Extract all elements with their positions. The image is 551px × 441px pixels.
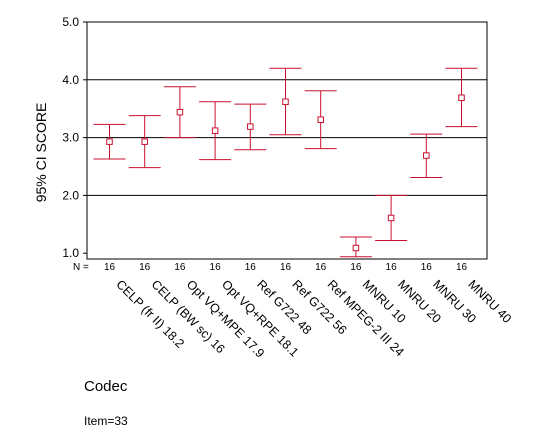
n-row-label: N =	[73, 262, 89, 273]
n-count: 16	[421, 262, 433, 273]
x-axis-label: Codec	[84, 378, 128, 395]
n-count: 16	[386, 262, 398, 273]
error-bar	[410, 133, 443, 178]
n-count: 16	[139, 262, 151, 273]
mean-marker	[423, 152, 430, 159]
y-axis-ticks: 1.0 2.0 3.0 4.0 5.0	[62, 15, 87, 260]
n-count: 16	[280, 262, 292, 273]
mean-marker	[176, 108, 184, 116]
y-tick-label: 5.0	[62, 15, 79, 29]
n-count: 16	[350, 262, 362, 273]
y-axis-label: 95% CI SCORE	[33, 103, 49, 203]
error-bar	[93, 123, 126, 160]
mean-marker	[141, 138, 148, 145]
error-bar	[199, 101, 232, 161]
plot-area-frame	[86, 21, 488, 260]
error-bar	[128, 115, 161, 169]
error-bar	[339, 236, 372, 258]
n-count: 16	[104, 262, 116, 273]
n-count: 16	[245, 262, 257, 273]
y-tick-label: 4.0	[62, 73, 79, 87]
mean-marker	[211, 127, 219, 134]
n-counts: 16 16 16 16 16 16 16 16 16 16 16	[104, 262, 468, 273]
error-bar	[163, 86, 196, 139]
mean-marker	[106, 138, 113, 145]
error-bar	[234, 103, 267, 151]
error-bar	[375, 194, 408, 242]
y-tick-label: 1.0	[62, 246, 79, 260]
mean-marker	[282, 98, 289, 106]
n-count: 16	[315, 262, 327, 273]
gridlines	[87, 79, 487, 196]
n-count: 16	[210, 262, 222, 273]
mean-marker	[458, 94, 465, 101]
error-bar	[269, 67, 302, 136]
error-bar	[304, 90, 337, 150]
mean-marker	[247, 123, 254, 130]
n-count: 16	[174, 262, 186, 273]
error-bar	[445, 67, 478, 128]
mean-marker	[387, 214, 395, 222]
error-bars	[93, 67, 478, 258]
mean-marker	[352, 244, 360, 252]
y-tick-label: 2.0	[62, 188, 79, 202]
mean-marker	[317, 116, 324, 123]
y-tick-label: 3.0	[62, 131, 79, 145]
n-count: 16	[456, 262, 468, 273]
item-count-footnote: Item=33	[84, 414, 128, 428]
